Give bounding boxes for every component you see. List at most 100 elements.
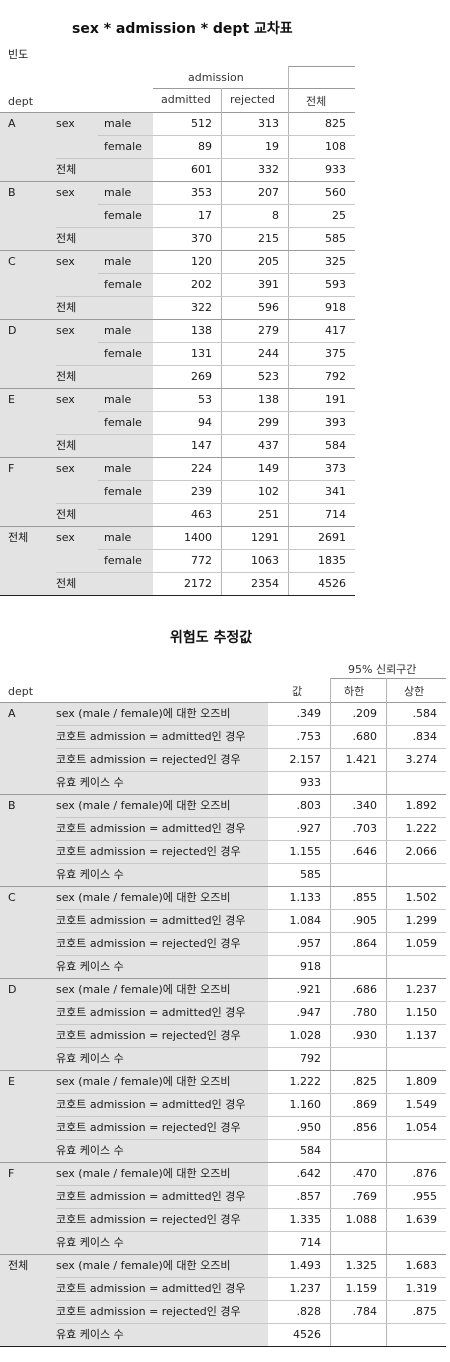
cell-value: 1.054 bbox=[405, 1121, 438, 1134]
risk-row-label: 코호트 admission = admitted인 경우 bbox=[56, 1282, 246, 1295]
col-divider bbox=[386, 678, 387, 1346]
cell-value: 1.493 bbox=[289, 1259, 322, 1272]
row-rule bbox=[56, 572, 355, 573]
cell-value: 205 bbox=[258, 255, 279, 268]
risk-row-label: 유효 케이스 수 bbox=[56, 1328, 124, 1341]
cell-value bbox=[386, 1231, 446, 1254]
cell-value bbox=[386, 955, 446, 978]
row-label-female: female bbox=[104, 140, 142, 153]
row-rule bbox=[56, 296, 355, 297]
cell-value: 933 bbox=[300, 776, 321, 789]
row-rule bbox=[56, 434, 355, 435]
cell-value: 391 bbox=[258, 278, 279, 291]
cell-value: 1.150 bbox=[405, 1006, 438, 1019]
row-label-male: male bbox=[104, 255, 132, 268]
risk-row-label: 유효 케이스 수 bbox=[56, 868, 124, 881]
cell-value: 8 bbox=[272, 209, 279, 222]
admission-header: admission bbox=[188, 71, 244, 84]
risk-dept-header: dept bbox=[8, 685, 34, 698]
risk-row-label: sex (male / female)에 대한 오즈비 bbox=[56, 1259, 231, 1272]
row-rule bbox=[56, 1208, 446, 1209]
cell-value: 299 bbox=[258, 416, 279, 429]
row-label-female: female bbox=[104, 485, 142, 498]
row-rule bbox=[98, 204, 355, 205]
cell-value: 207 bbox=[258, 186, 279, 199]
group-rule bbox=[0, 1254, 446, 1255]
cell-value: 191 bbox=[325, 393, 346, 406]
cell-value: 560 bbox=[325, 186, 346, 199]
cell-value: 202 bbox=[191, 278, 212, 291]
cell-value bbox=[330, 863, 386, 886]
risk-row-label: sex (male / female)에 대한 오즈비 bbox=[56, 799, 231, 812]
row-rule bbox=[56, 840, 446, 841]
cell-value: 313 bbox=[258, 117, 279, 130]
cell-value: 244 bbox=[258, 347, 279, 360]
group-rule bbox=[0, 181, 355, 182]
row-label-total: 전체 bbox=[56, 163, 77, 176]
cell-value: 102 bbox=[258, 485, 279, 498]
cell-value: 279 bbox=[258, 324, 279, 337]
cell-value: 147 bbox=[191, 439, 212, 452]
group-rule bbox=[0, 978, 446, 979]
col-value-header: 값 bbox=[292, 685, 303, 698]
col-rejected-header: rejected bbox=[230, 93, 275, 106]
risk-row-label: 코호트 admission = rejected인 경우 bbox=[56, 937, 241, 950]
cell-value: .680 bbox=[352, 730, 378, 743]
row-label-male: male bbox=[104, 186, 132, 199]
header-rule bbox=[153, 88, 355, 89]
row-rule bbox=[56, 817, 446, 818]
sex-label: sex bbox=[56, 462, 75, 475]
cell-value: .950 bbox=[296, 1121, 322, 1134]
cell-value: .703 bbox=[352, 822, 378, 835]
row-label-total: 전체 bbox=[56, 301, 77, 314]
cell-value: .955 bbox=[412, 1190, 438, 1203]
cell-value: 918 bbox=[325, 301, 346, 314]
dept-label: B bbox=[8, 799, 16, 812]
risk-row-label: 코호트 admission = admitted인 경우 bbox=[56, 1006, 246, 1019]
cell-value: 1063 bbox=[251, 554, 279, 567]
cell-value: 215 bbox=[258, 232, 279, 245]
cell-value: 1.639 bbox=[405, 1213, 438, 1226]
cell-value: 2354 bbox=[251, 577, 279, 590]
col-upper-header: 상한 bbox=[404, 685, 425, 698]
cell-value: 1291 bbox=[251, 531, 279, 544]
ci-header: 95% 신뢰구간 bbox=[348, 663, 417, 676]
cell-value: 4526 bbox=[293, 1328, 321, 1341]
col-divider bbox=[288, 66, 289, 595]
row-rule bbox=[56, 955, 446, 956]
dept-label: D bbox=[8, 324, 17, 337]
dept-label: D bbox=[8, 983, 17, 996]
cell-value: 1.237 bbox=[289, 1282, 322, 1295]
cell-value: .834 bbox=[412, 730, 438, 743]
cell-value bbox=[330, 1323, 386, 1346]
row-label-female: female bbox=[104, 416, 142, 429]
risk-row-label: 코호트 admission = admitted인 경우 bbox=[56, 730, 246, 743]
cell-value: 1.028 bbox=[289, 1029, 322, 1042]
risk-row-label: 유효 케이스 수 bbox=[56, 1144, 124, 1157]
dept-label: B bbox=[8, 186, 16, 199]
row-rule bbox=[56, 771, 446, 772]
cell-value: 1.299 bbox=[405, 914, 438, 927]
cell-value: 89 bbox=[198, 140, 212, 153]
cell-value: 251 bbox=[258, 508, 279, 521]
cell-value: .642 bbox=[296, 1167, 322, 1180]
dept-label: 전체 bbox=[8, 531, 29, 544]
cell-value: .209 bbox=[352, 707, 378, 720]
cell-value: 120 bbox=[191, 255, 212, 268]
row-rule bbox=[98, 342, 355, 343]
dept-label: F bbox=[8, 1167, 15, 1180]
cell-value: 1.084 bbox=[289, 914, 322, 927]
cell-value: 463 bbox=[191, 508, 212, 521]
cell-value: 2.066 bbox=[405, 845, 438, 858]
row-label-male: male bbox=[104, 117, 132, 130]
cell-value: 918 bbox=[300, 960, 321, 973]
group-rule bbox=[0, 1070, 446, 1071]
row-label-female: female bbox=[104, 347, 142, 360]
risk-row-label: 유효 케이스 수 bbox=[56, 776, 124, 789]
cell-value: .769 bbox=[352, 1190, 378, 1203]
row-label-female: female bbox=[104, 554, 142, 567]
cell-value: 792 bbox=[300, 1052, 321, 1065]
cell-value: .927 bbox=[296, 822, 322, 835]
cell-value: .869 bbox=[352, 1098, 378, 1111]
cell-value bbox=[386, 1047, 446, 1070]
